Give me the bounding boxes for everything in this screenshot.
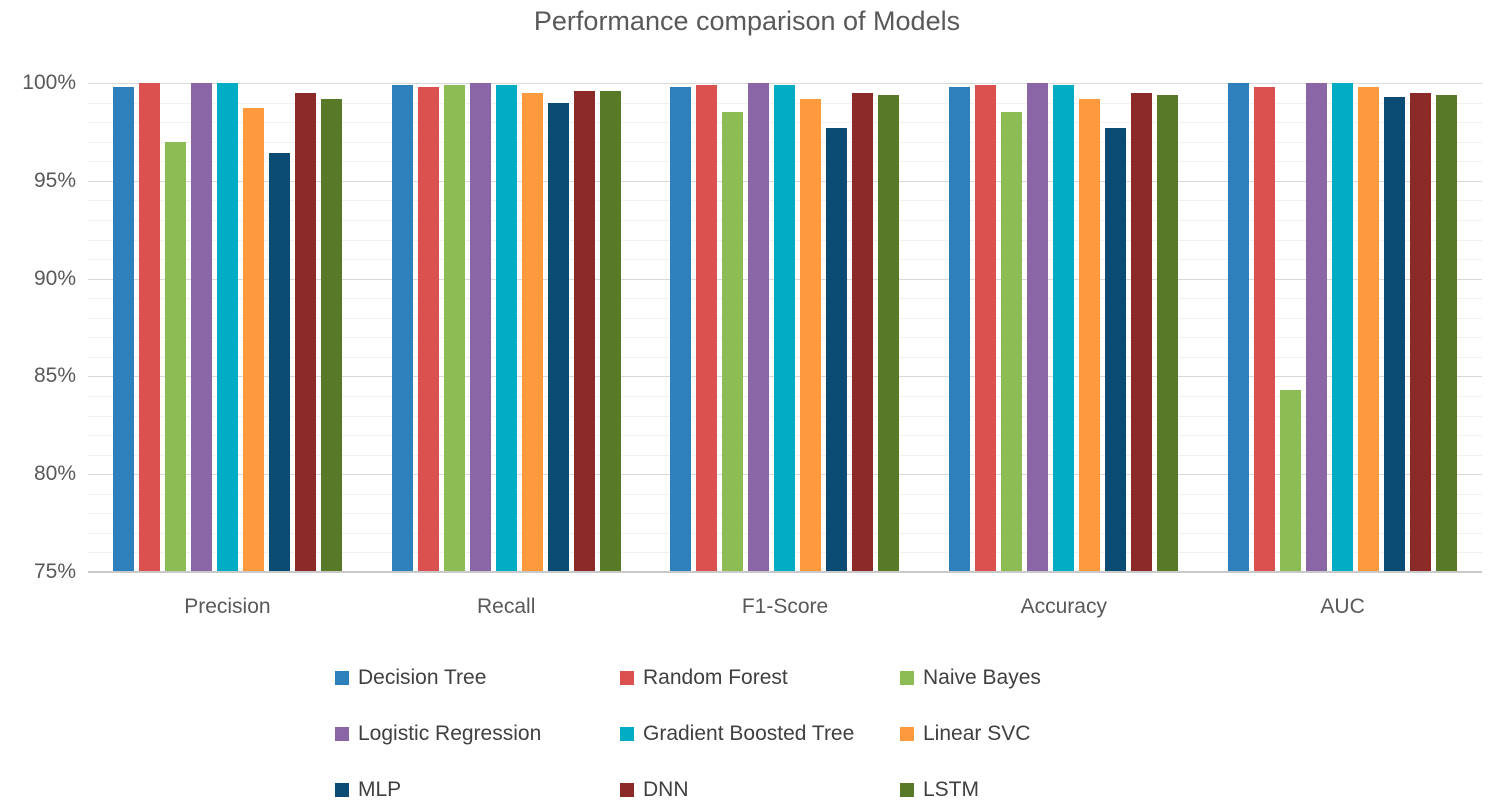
bar	[1306, 83, 1328, 572]
bar	[748, 83, 770, 572]
legend-item: Linear SVC	[900, 706, 1041, 762]
bar	[391, 84, 413, 572]
y-tick-label: 80%	[33, 462, 76, 486]
x-category-label: Accuracy	[1020, 595, 1107, 618]
bar	[1157, 94, 1179, 572]
x-axis-labels: Precision Recall F1-Score Accuracy AUC	[88, 590, 1482, 624]
legend-swatch-icon	[620, 783, 634, 797]
legend-label: MLP	[358, 778, 402, 801]
legend-label: Gradient Boosted Tree	[643, 722, 855, 745]
bar	[320, 98, 342, 572]
legend: Decision Tree Random Forest Naive Bayes Log…	[335, 650, 1041, 804]
bar	[949, 86, 971, 572]
bar	[1228, 83, 1250, 572]
legend-item: LSTM	[900, 762, 1041, 804]
category-group	[924, 83, 1203, 572]
legend-swatch-icon	[900, 783, 914, 797]
y-tick-label: 85%	[33, 364, 76, 388]
chart-title: Performance comparison of Models	[533, 6, 961, 36]
bar	[1436, 94, 1458, 572]
bar	[1384, 96, 1406, 572]
legend-label: Random Forest	[643, 666, 788, 689]
legend-item: DNN	[620, 762, 900, 804]
x-category-label: Precision	[184, 595, 271, 618]
bar	[547, 102, 569, 572]
legend-swatch-icon	[620, 671, 634, 685]
bar	[1079, 98, 1101, 572]
bar	[443, 84, 465, 572]
bar	[826, 128, 848, 572]
bar	[800, 98, 822, 572]
legend-label: LSTM	[923, 778, 980, 801]
bar	[521, 92, 543, 572]
y-tick-label: 95%	[33, 168, 76, 192]
x-category-label: Recall	[477, 595, 536, 618]
bar	[975, 84, 997, 572]
legend-swatch-icon	[335, 727, 349, 741]
legend-label: Decision Tree	[358, 666, 487, 689]
legend-label: Logistic Regression	[358, 722, 542, 745]
major-gridline	[88, 83, 1482, 84]
legend-item: Decision Tree	[335, 650, 620, 706]
legend-item: Random Forest	[620, 650, 900, 706]
bar	[1105, 128, 1127, 572]
x-category-label: AUC	[1320, 595, 1365, 618]
bar	[878, 94, 900, 572]
plot-area	[88, 83, 1482, 572]
legend-item: Gradient Boosted Tree	[620, 706, 900, 762]
bar	[294, 92, 316, 572]
category-group	[646, 83, 925, 572]
legend-swatch-icon	[335, 671, 349, 685]
bar	[1410, 92, 1432, 572]
bar	[417, 86, 439, 572]
bar	[138, 83, 160, 572]
bar	[1280, 390, 1302, 572]
bar	[112, 86, 134, 572]
bar	[1254, 86, 1276, 572]
bar	[495, 84, 517, 572]
y-tick-label: 90%	[33, 266, 76, 290]
bar	[1131, 92, 1153, 572]
bar	[1001, 112, 1023, 572]
y-tick-label: 75%	[33, 560, 76, 583]
bar	[670, 86, 692, 572]
category-group	[1203, 83, 1482, 572]
bar	[268, 153, 290, 572]
category-group	[367, 83, 646, 572]
bar	[599, 90, 621, 572]
bar	[1027, 83, 1049, 572]
legend-swatch-icon	[900, 727, 914, 741]
legend-item: MLP	[335, 762, 620, 804]
category-group	[88, 83, 367, 572]
legend-swatch-icon	[900, 671, 914, 685]
legend-swatch-icon	[620, 727, 634, 741]
legend-swatch-icon	[335, 783, 349, 797]
legend-label: Linear SVC	[923, 722, 1031, 745]
bar	[722, 112, 744, 572]
bar	[774, 84, 796, 572]
bar	[1358, 86, 1380, 572]
bar	[242, 108, 264, 572]
bar	[852, 92, 874, 572]
bar	[190, 83, 212, 572]
bar	[1053, 84, 1075, 572]
x-category-label: F1-Score	[741, 595, 829, 618]
bar	[469, 83, 491, 572]
bar	[1332, 83, 1354, 572]
y-tick-label: 100%	[22, 71, 76, 94]
bar	[696, 84, 718, 572]
bar	[573, 90, 595, 572]
legend-item: Naive Bayes	[900, 650, 1041, 706]
bar	[164, 141, 186, 572]
legend-item: Logistic Regression	[335, 706, 620, 762]
legend-label: Naive Bayes	[923, 666, 1041, 689]
x-axis-line	[88, 571, 1482, 573]
bar	[216, 83, 238, 572]
legend-label: DNN	[643, 778, 689, 801]
